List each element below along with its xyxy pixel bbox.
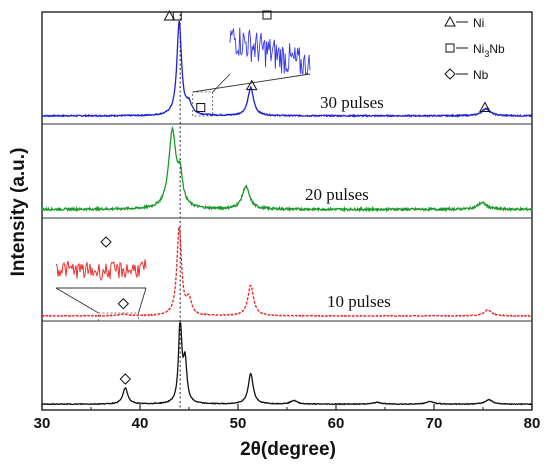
- inset-line-1: [229, 27, 311, 76]
- inset-zoom-box-1: [192, 91, 214, 117]
- marker-triangle-1-4: [245, 79, 258, 91]
- series-line-1: [41, 20, 533, 118]
- x-axis-title: 2θ(degree): [240, 439, 336, 460]
- legend-suffix: Nb: [489, 42, 505, 56]
- marker-separator: ,: [172, 7, 176, 22]
- x-tick-label-40: 40: [132, 415, 149, 432]
- x-tick-label-70: 70: [426, 415, 443, 432]
- marker-diamond-3-1: [117, 298, 130, 310]
- legend-marker-diamond: [444, 68, 456, 80]
- series-label-3: 10 pulses: [327, 292, 391, 311]
- x-tick-label-60: 60: [328, 415, 345, 432]
- inset-line-3: [55, 259, 147, 281]
- inset-connector-1b: [192, 73, 311, 93]
- inset-marker-diamond: [100, 236, 112, 248]
- legend-label-1: Ni: [473, 16, 484, 30]
- inset-marker-square: [262, 10, 272, 20]
- series-line-4: [41, 322, 533, 406]
- series-layer: [41, 20, 533, 406]
- legend-label-2: Ni3Nb: [473, 42, 505, 59]
- inset-connector-1a: [212, 73, 231, 93]
- marker-square-1-2: [172, 11, 182, 21]
- series-label-2: 20 pulses: [305, 185, 369, 204]
- legend-marker-square: [445, 43, 455, 53]
- legend-label-3: Nb: [473, 68, 489, 82]
- inset-layer: [55, 10, 311, 322]
- legend-subscript: 3: [484, 49, 489, 59]
- x-tick-label-50: 50: [230, 415, 247, 432]
- legend-marker-triangle: [444, 15, 456, 27]
- x-tick-label-80: 80: [524, 415, 541, 432]
- plot-frame: [41, 11, 533, 411]
- x-tick-label-30: 30: [34, 415, 51, 432]
- series-line-3: [41, 226, 533, 318]
- plot-frame-group: [41, 11, 533, 411]
- y-axis-title: Intensity (a.u.): [8, 148, 29, 277]
- marker-diamond-4-1: [119, 373, 132, 385]
- series-label-1: 30 pulses: [320, 93, 384, 112]
- marker-triangle-1-1: [163, 9, 176, 21]
- marker-layer: ,: [117, 7, 491, 385]
- inset-connector-3b: [138, 287, 147, 314]
- panel-label-layer: 30 pulses 20 pulses 10 pulses: [305, 93, 391, 311]
- x-axis-ticks: 30 40 50 60 70 80: [34, 404, 541, 432]
- inset-connector-3a: [55, 287, 99, 314]
- series-line-2: [41, 125, 533, 213]
- marker-triangle-1-5: [479, 101, 491, 113]
- inset-zoom-box-3: [98, 312, 139, 322]
- marker-square-1-3: [196, 103, 206, 113]
